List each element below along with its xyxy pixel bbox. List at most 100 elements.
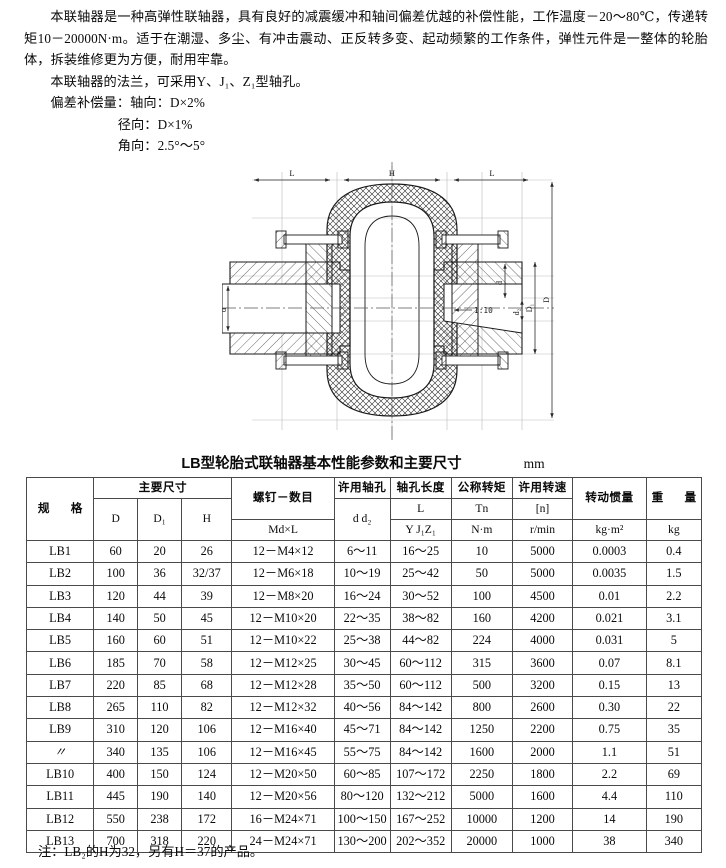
cell-D1: 60 [137, 629, 183, 653]
th-torque: 公称转矩 [450, 477, 513, 499]
cell-torque: 224 [450, 629, 513, 653]
cell-weight: 5 [645, 629, 703, 653]
cell-speed: 2200 [511, 718, 574, 742]
cell-spec: LB4 [25, 606, 95, 631]
offset-angular: 角向：2.5°～5° [117, 138, 206, 153]
cell-spec: LB10 [25, 762, 95, 787]
cell-D: 100 [93, 562, 139, 586]
cell-len: 44～82 [389, 629, 452, 653]
cell-inertia: 0.15 [572, 673, 647, 698]
table-footnote: 注：LB₂的H为32，另有H＝37的产品。 [38, 844, 264, 859]
cell-D1: 190 [137, 785, 183, 809]
cell-inertia: 0.0035 [572, 562, 647, 586]
cell-torque: 1600 [450, 740, 513, 764]
table-row: LB11 445 190 140 12－M20×56 80～120 132～212 5000 1… [25, 785, 703, 809]
cell-bore: 55～75 [333, 740, 391, 764]
cell-len: 84～142 [389, 718, 452, 742]
cell-torque: 100 [450, 584, 513, 608]
cell-bore: 6～11 [333, 539, 391, 564]
th-speed: 许用转速 [511, 477, 574, 499]
cell-spec: LB3 [25, 584, 95, 608]
cell-screw: 12－M8×20 [231, 584, 335, 608]
table-row: LB6 185 70 58 12－M12×25 30～45 60～112 315 3600 0.0… [25, 651, 703, 675]
cell-D1: 238 [137, 807, 183, 831]
cell-weight: 110 [645, 785, 703, 809]
th-weight-unit: kg [645, 519, 703, 541]
cell-weight: 2.2 [645, 584, 703, 608]
th-bore-len-types: Y J₁Z₁ [389, 519, 452, 541]
cell-spec: LB6 [25, 651, 95, 675]
dim-label-L-right: L [489, 168, 494, 178]
cell-D: 220 [93, 673, 139, 698]
cell-torque: 1250 [450, 718, 513, 742]
dim-label-D: D [542, 297, 551, 303]
header-row-3: Md×L Y J₁Z₁ N·m r/min kg·m² kg [27, 519, 703, 541]
cell-inertia: 0.30 [572, 696, 647, 720]
cell-D: 310 [93, 718, 139, 742]
offset-compensation-list: 偏差补偿量：轴向：D×2% 径向：D×1% 角向：2.5°～5° [24, 92, 708, 157]
cell-len: 202～352 [389, 829, 452, 854]
cell-speed: 4000 [511, 629, 574, 653]
centre-axis [222, 162, 554, 442]
cell-H: 68 [181, 673, 233, 698]
cell-len: 25～42 [389, 562, 452, 586]
cell-spec: LB2 [25, 562, 95, 586]
cell-speed: 4200 [511, 606, 574, 631]
table-row: LB8 265 110 82 12－M12×32 40～56 84～142 800 2600 0.… [25, 696, 703, 720]
cell-torque: 5000 [450, 785, 513, 809]
table-caption: LB型轮胎式联轴器基本性能参数和主要尺寸 [181, 456, 462, 472]
cell-speed: 1600 [511, 785, 574, 809]
cell-torque: 2250 [450, 762, 513, 787]
cell-torque: 10 [450, 539, 513, 564]
cell-speed: 1200 [511, 807, 574, 831]
cell-bore: 100～150 [333, 807, 391, 831]
cell-H: 51 [181, 629, 233, 653]
cell-inertia: 0.0003 [572, 539, 647, 564]
table-caption-row: LB型轮胎式联轴器基本性能参数和主要尺寸 mm [0, 452, 726, 473]
cell-spec: LB7 [25, 673, 95, 698]
cell-torque: 50 [450, 562, 513, 586]
cell-H: 26 [181, 539, 233, 564]
cell-D1: 318 [137, 829, 183, 854]
cell-D1: 20 [137, 539, 183, 564]
cell-screw: 12－M12×32 [231, 696, 335, 720]
cell-inertia: 0.031 [572, 629, 647, 653]
specification-table: 规 格 主要尺寸 螺钉－数目 许用轴孔 轴孔长度 公称转矩 许用转速 转动惯量 … [25, 477, 703, 854]
cell-len: 60～112 [389, 673, 452, 698]
cell-inertia: 4.4 [572, 785, 647, 809]
cell-speed: 3200 [511, 673, 574, 698]
tire-inner-profile [364, 215, 420, 385]
cell-D1: 135 [137, 740, 183, 764]
cell-H: 82 [181, 696, 233, 720]
cell-bore: 80～120 [333, 785, 391, 809]
table-unit-label: mm [523, 456, 545, 471]
table-row: LB3 120 44 39 12－M8×20 16～24 30～52 100 4500 0.01 2… [25, 584, 703, 608]
cell-screw: 12－M4×12 [231, 539, 335, 564]
taper-ratio-label: 1:10 [474, 306, 493, 315]
th-H: H [181, 498, 233, 541]
cell-speed: 1800 [511, 762, 574, 787]
tire-elastic-element [326, 183, 458, 417]
cell-inertia: 1.1 [572, 740, 647, 764]
cell-speed: 1000 [511, 829, 574, 854]
cell-len: 16～25 [389, 539, 452, 564]
cell-screw: 12－M16×45 [231, 740, 335, 764]
table-row: LB13 700 318 220 24－M24×71 130～200 202～352 2000… [25, 829, 703, 854]
cell-weight: 3.1 [645, 606, 703, 631]
cell-inertia: 2.2 [572, 762, 647, 787]
th-spec: 规 格 [25, 477, 95, 541]
table-row: LB5 160 60 51 12－M10×22 25～38 44～82 224 4000 0.03… [25, 629, 703, 653]
cell-len: 167～252 [389, 807, 452, 831]
cell-len: 38～82 [389, 606, 452, 631]
cell-speed: 3600 [511, 651, 574, 675]
cell-inertia: 0.07 [572, 651, 647, 675]
cell-speed: 2000 [511, 740, 574, 764]
cell-bore: 45～71 [333, 718, 391, 742]
th-torque-sym: Tn [450, 498, 513, 520]
cell-spec: LB8 [25, 696, 95, 720]
bolt-upper-left [275, 230, 349, 249]
cell-spec: LB5 [25, 629, 95, 653]
cell-bore: 16～24 [333, 584, 391, 608]
th-D1: D₁ [137, 498, 183, 541]
dim-label-L-left: L [289, 168, 294, 178]
